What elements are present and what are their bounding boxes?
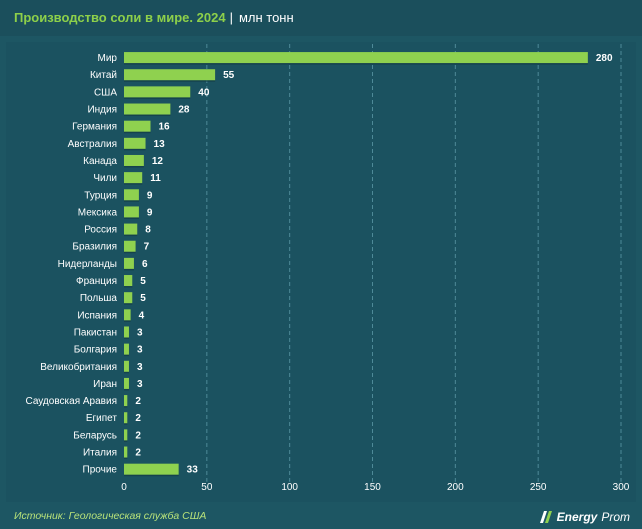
category-label-17: Болгария [74,345,117,356]
bar-21 [124,412,128,424]
bar-18 [124,360,129,372]
category-label-21: Египет [86,413,118,424]
category-label-19: Иран [93,379,117,390]
bar-6 [124,154,144,166]
value-label-2: 40 [198,87,210,98]
value-label-13: 5 [140,276,146,287]
category-label-24: Прочие [83,465,118,476]
title-separator: | [229,10,233,25]
category-label-7: Чили [93,173,117,184]
category-label-22: Беларусь [73,430,117,441]
value-label-6: 12 [152,156,164,167]
category-label-6: Канада [83,156,117,167]
x-tick-label-250: 250 [530,482,547,493]
bar-20 [124,395,128,407]
bar-8 [124,189,139,201]
bar-14 [124,292,133,304]
energyprom-logo: Energy Prom [539,508,630,526]
bar-13 [124,275,133,287]
value-label-0: 280 [596,53,613,64]
category-label-3: Индия [87,105,117,116]
bar-11 [124,240,136,252]
value-label-19: 3 [137,379,143,390]
chart-title-line: Производство соли в мире. 2024 | млн тонн [14,10,294,25]
value-label-22: 2 [135,430,141,441]
bar-2 [124,86,191,98]
x-tick-label-100: 100 [281,482,298,493]
bar-24 [124,463,179,475]
value-label-14: 5 [140,293,146,304]
category-label-9: Мексика [78,207,118,218]
value-label-4: 16 [159,122,171,133]
chart-header: Производство соли в мире. 2024 | млн тонн [0,0,642,36]
category-label-11: Бразилия [72,242,117,253]
bar-4 [124,120,151,132]
value-label-1: 55 [223,70,235,81]
value-label-7: 11 [150,173,161,184]
logo-mark-icon [539,511,552,523]
bar-16 [124,326,129,338]
category-label-14: Польша [80,293,118,304]
plot-area: 0 50 100 150 200 250 300 Мир 280 Китай 55 США 40 Инди… [6,42,636,502]
logo-text-normal: Prom [601,510,630,524]
bar-1 [124,69,216,81]
x-tick-label-150: 150 [364,482,381,493]
category-label-4: Германия [72,122,117,133]
bar-0 [124,52,588,64]
value-label-8: 9 [147,190,153,201]
category-label-16: Пакистан [74,327,117,338]
category-label-10: Россия [84,225,117,236]
bar-15 [124,309,131,321]
bar-12 [124,257,134,269]
bar-22 [124,429,128,441]
category-label-2: США [94,87,117,98]
category-label-12: Нидерланды [58,259,117,270]
chart-title: Производство соли в мире. 2024 [14,10,226,25]
logo-text-bold: Energy [556,510,598,524]
category-label-5: Австралия [68,139,117,150]
chart-footer: Источник: Геологическая служба США Energ… [0,505,642,529]
value-label-20: 2 [135,396,141,407]
value-label-18: 3 [137,362,143,373]
bar-19 [124,377,129,389]
bar-5 [124,137,146,149]
x-tick-label-50: 50 [201,482,213,493]
value-label-5: 13 [154,139,166,150]
x-tick-label-300: 300 [613,482,630,493]
category-label-18: Великобритания [40,361,117,373]
value-label-11: 7 [144,242,150,253]
value-label-15: 4 [139,310,145,321]
x-tick-label-0: 0 [121,482,127,493]
category-label-23: Италия [83,448,117,459]
value-label-16: 3 [137,327,143,338]
value-label-21: 2 [135,413,141,424]
category-label-15: Испания [77,310,117,321]
category-label-0: Мир [98,53,118,64]
value-label-17: 3 [137,345,143,356]
bar-10 [124,223,138,235]
bar-3 [124,103,171,115]
value-label-12: 6 [142,259,148,270]
bar-9 [124,206,139,218]
value-label-3: 28 [178,105,190,116]
value-label-10: 8 [145,225,151,236]
category-label-8: Турция [84,190,117,201]
category-label-1: Китай [90,70,117,81]
x-tick-label-200: 200 [447,482,464,493]
chart-unit: млн тонн [238,10,294,25]
category-label-20: Саудовская Аравия [25,396,117,407]
category-label-13: Франция [76,276,117,287]
value-label-23: 2 [135,448,141,459]
value-label-24: 33 [187,465,199,476]
source-note: Источник: Геологическая служба США [14,510,207,522]
bar-23 [124,446,128,458]
bar-17 [124,343,129,355]
bar-7 [124,172,143,184]
value-label-9: 9 [147,207,153,218]
